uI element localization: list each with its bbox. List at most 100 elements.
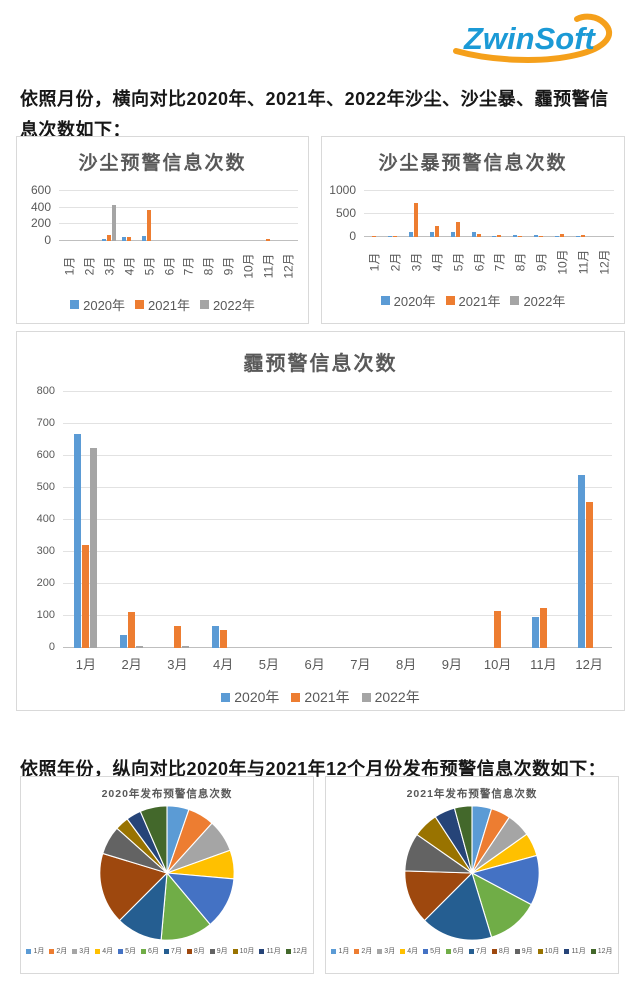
bar-2020年-12月 [577,475,585,648]
x-tick: 10月 [238,241,258,289]
x-tick-label: 7月 [181,256,196,276]
y-tick-label: 300 [36,545,55,557]
gridline [63,391,612,392]
y-tick-label: 600 [30,183,51,197]
bar-2020年-4月 [121,237,126,241]
bar-2022年-3月 [111,205,116,241]
x-tick: 1月 [63,648,109,674]
pie-legend-item-5月: 5月 [118,946,136,956]
legend-swatch-icon [361,692,371,702]
pie-slice-8月 [404,870,474,922]
y-tick-label: 0 [44,233,51,247]
y-tick-label: 500 [335,206,356,220]
pie-graphic [404,805,540,941]
pie-legend-label: 10月 [239,948,255,955]
pie-legend-swatch-icon [468,948,474,954]
bar-group [566,392,612,648]
bar-2020年-11月 [575,235,580,237]
plot-area: 0 100 200 300 400 500 600 700 800 [17,385,624,653]
legend-label: 2020年 [393,294,436,309]
x-tick: 12月 [566,648,612,674]
x-tick: 7月 [179,241,199,289]
x-tick: 4月 [119,241,139,289]
bar-2020年-1月 [74,434,82,648]
chart-legend: 2020年 2021年 2022年 [17,295,308,314]
bar-2021年-9月 [539,235,544,237]
bar-group [258,191,278,241]
gridline [364,190,614,191]
bar-group [155,392,201,648]
pie-legend-label: 6月 [148,948,159,955]
pie-legend-label: 7月 [475,948,487,955]
intro-yearly-text: 依照年份，纵向对比2020年与2021年12个月份发布预警信息次数如下： [20,759,607,779]
x-tick-label: 1月 [367,252,382,272]
chart-legend: 2020年 2021年 2022年 [17,687,624,707]
bar-group [551,191,572,237]
pie-legend-item-12月: 12月 [285,946,308,956]
pie-legend-item-10月: 10月 [232,946,255,956]
pie-legend-swatch-icon [259,948,265,954]
pie-legend-swatch-icon [354,948,360,954]
pie-legend-item-5月: 5月 [423,946,441,956]
pie-legend-item-2月: 2月 [49,946,67,956]
pie-legend-item-7月: 7月 [163,946,182,956]
y-tick-label: 700 [36,417,55,429]
gridline [63,519,612,520]
pie-legend-label: 5月 [430,948,442,955]
pie-legend-item-4月: 4月 [95,946,113,956]
gridline [63,615,612,616]
legend-item-2022年: 2022年 [510,291,565,310]
x-tick: 8月 [510,237,531,285]
bar-2021年-4月 [126,237,131,241]
x-tick-label: 9月 [534,252,549,272]
bar-2020年-5月 [141,236,146,241]
bar-2021年-12月 [585,502,593,648]
pie-legend-item-3月: 3月 [377,946,395,956]
plot-area: 0 500 1000 [322,184,624,243]
haze-warning-bar-chart: 霾预警信息次数 0 100 200 300 400 500 600 700 800 1月 2月 3月… [16,331,625,711]
bar-2021年-11月 [539,607,547,648]
pie-title: 2020年发布预警信息次数 [101,788,233,800]
gridline [63,583,612,584]
bar-2021年-1月 [82,544,90,648]
bar-2020年-4月 [211,626,219,648]
x-tick-label: 7月 [350,657,371,672]
bar-2020年-8月 [513,234,518,237]
pie-legend-label: 10月 [544,948,560,955]
pie-chart-2020: 2020年发布预警信息次数 1月 2月 3月 4月 5月 6月 7月 8月 9月 10月 11月 12… [20,776,314,974]
pie-legend-label: 8月 [498,948,510,955]
bar-group [510,191,531,237]
gridline [364,236,614,237]
pie-legend: 1月 2月 3月 4月 5月 6月 7月 8月 9月 10月 11月 12月 [326,946,618,956]
pie-legend-label: 11月 [571,948,586,955]
y-tick-label: 800 [36,385,55,397]
y-tick-label: 200 [30,216,51,231]
pie-legend-swatch-icon [72,948,78,954]
bar-group [364,191,385,237]
x-tick: 6月 [468,237,489,285]
pie-legend-swatch-icon [590,948,596,954]
pie-graphic [99,805,235,941]
pie-slice-12月 [139,805,168,874]
bar-2021年-6月 [476,234,481,237]
pie-legend-item-8月: 8月 [491,946,510,956]
x-tick: 2月 [109,648,155,674]
bar-group [531,191,552,237]
pie-legend-item-7月: 7月 [468,946,487,956]
x-tick-label: 8月 [513,252,528,272]
pie-legend-item-1月: 1月 [26,946,44,956]
y-tick-label: 200 [36,577,55,589]
legend-item-2022年: 2022年 [361,687,420,707]
legend-swatch-icon [380,296,390,305]
logo-swoosh-icon [453,13,612,63]
bar-group [475,392,521,648]
x-tick: 9月 [429,648,475,674]
dust-warning-bar-chart: 沙尘预警信息次数 0 200 400 600 1月 2月 3月 4月 5月 6月 7月 8月 9月 10… [16,136,309,324]
x-tick-label: 9月 [441,657,462,672]
bar-2021年-4月 [219,630,227,648]
pie-legend-swatch-icon [49,948,55,954]
y-axis: 0 100 200 300 400 500 600 700 800 [17,385,63,653]
bar-group [406,191,427,237]
bar-2020年-11月 [531,616,539,648]
